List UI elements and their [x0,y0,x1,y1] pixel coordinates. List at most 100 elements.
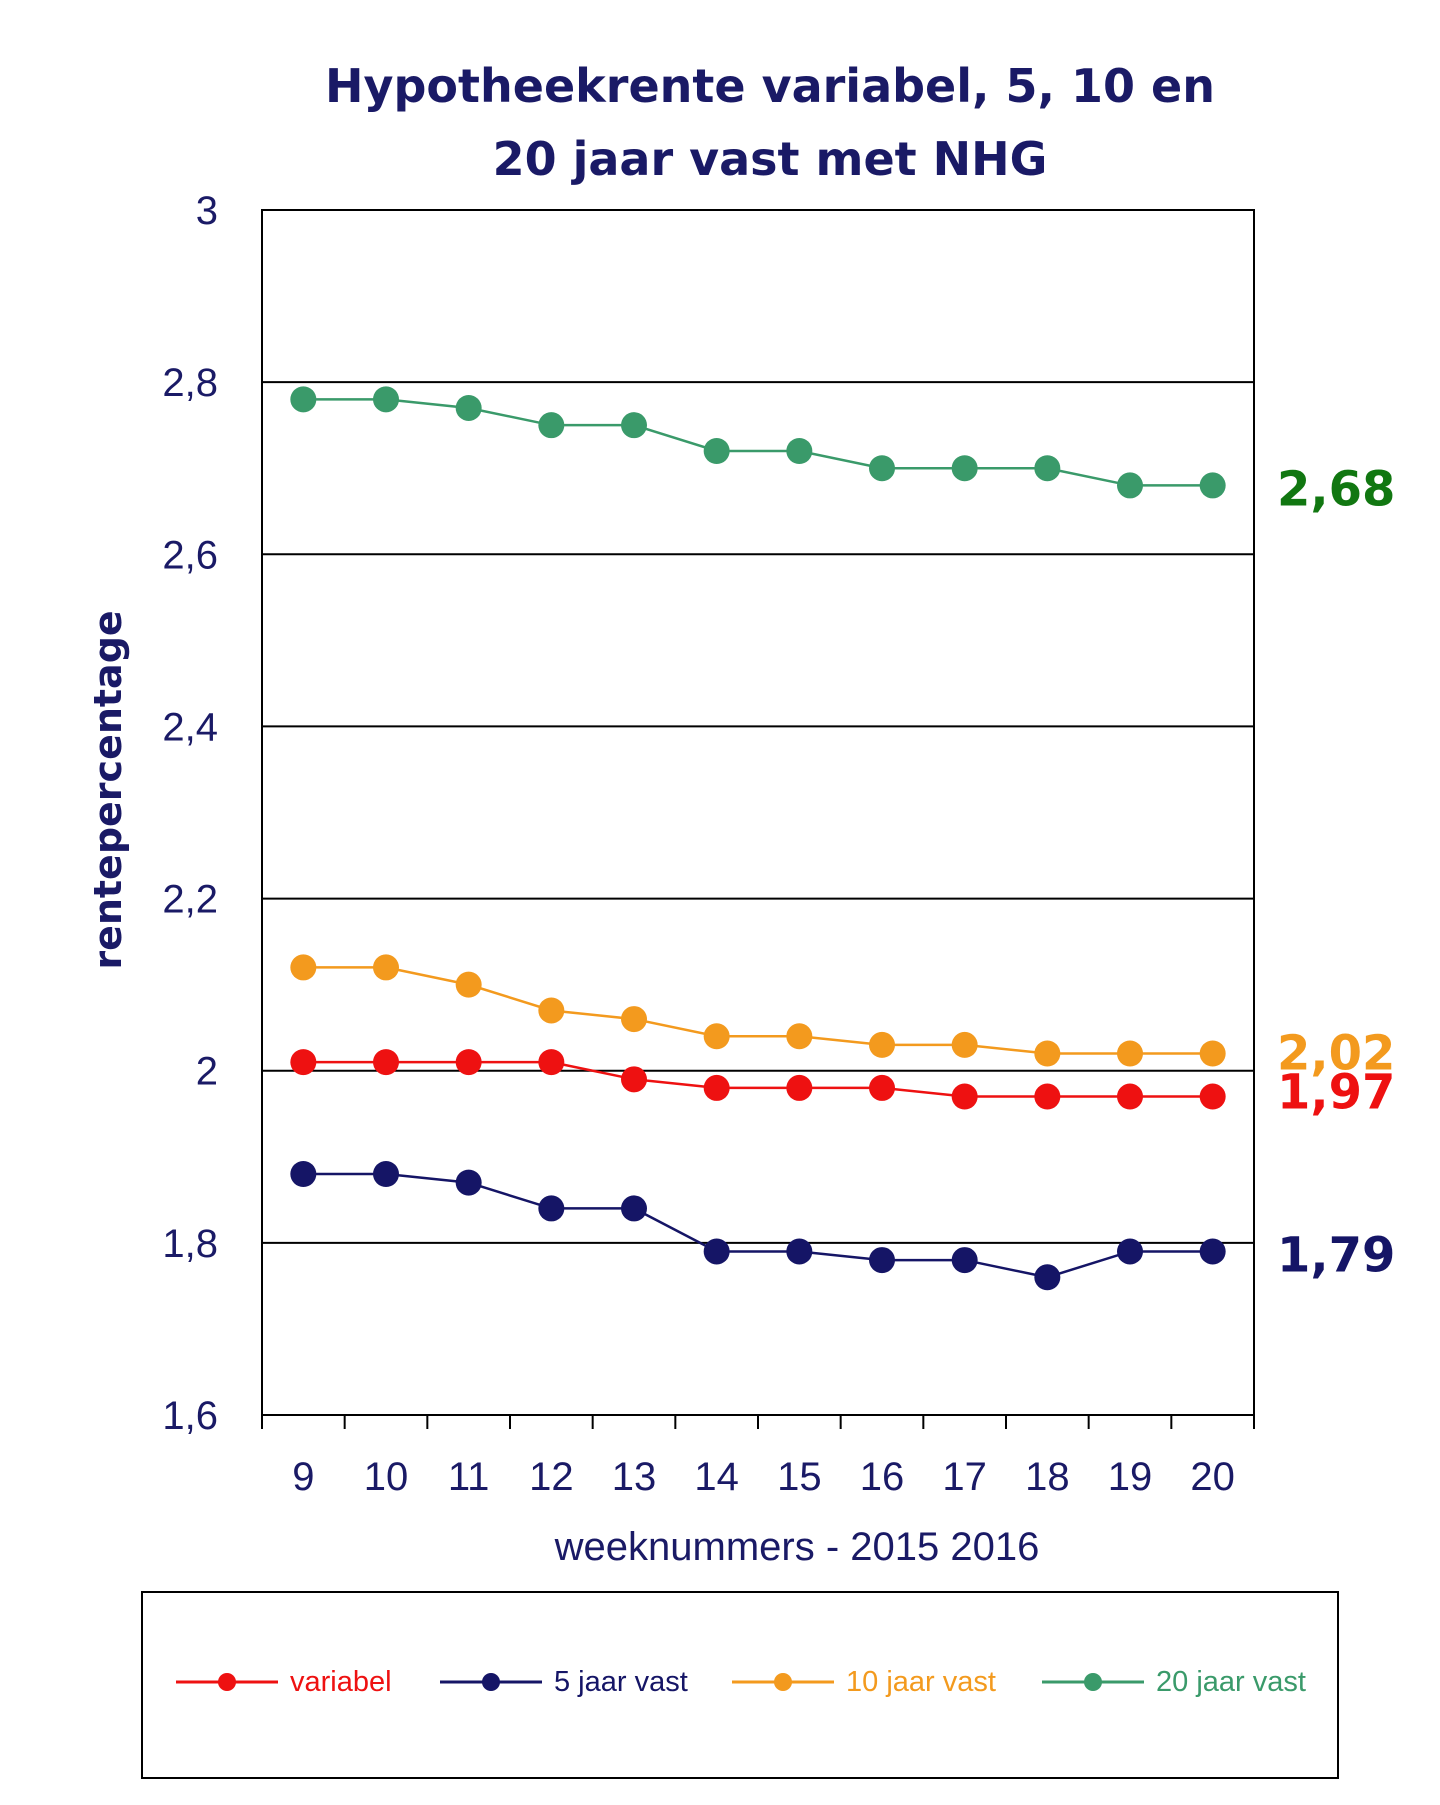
data-point [1117,1083,1143,1110]
x-tick-label: 20 [1190,1455,1235,1499]
data-point [1199,1083,1226,1110]
legend-item: 20 jaar vast [1042,1666,1306,1698]
legend-label: variabel [290,1666,392,1698]
data-point [373,1049,399,1076]
data-point [951,1031,978,1058]
series-2 [290,954,1226,1067]
data-point [1034,1040,1061,1067]
y-tick-label: 1,8 [162,1222,218,1266]
legend-marker [482,1673,500,1691]
data-point [455,1049,482,1076]
data-point [621,1066,647,1093]
data-point [786,1074,813,1101]
legend-label: 10 jaar vast [846,1666,996,1698]
data-point [786,1238,813,1265]
data-point [1117,1238,1143,1265]
x-axis: 9 10 11 12 13 14 15 16 17 18 19 20 [261,1415,1255,1499]
data-point [455,394,482,421]
legend-item: 5 jaar vast [440,1666,688,1698]
chart-title-line-2: 20 jaar vast met NHG [493,132,1048,186]
data-point [1117,1040,1143,1067]
series-line [303,966,1213,1055]
data-point [1199,1040,1226,1067]
x-tick-label: 17 [942,1455,987,1499]
grid [262,381,1254,1244]
x-tick-label: 13 [612,1455,657,1499]
data-point [703,1023,730,1050]
data-point [621,1195,647,1222]
y-axis: 1,6 1,8 2 2,2 2,4 2,6 2,8 3 [162,189,218,1438]
data-point [703,1074,730,1101]
chart-title-line-1: Hypotheekrente variabel, 5, 10 en [325,59,1215,113]
data-point [703,438,730,464]
y-tick-label: 2,4 [162,705,218,749]
end-label-3: 2,68 [1277,461,1395,517]
data-point [1034,455,1061,482]
data-point [538,1049,565,1076]
data-point [621,412,647,439]
end-label-0: 1,97 [1277,1065,1395,1121]
data-point [786,1023,813,1050]
data-point [538,412,565,439]
series-line [303,1060,1213,1098]
data-point [951,1247,978,1274]
data-point [373,954,399,981]
legend-label: 5 jaar vast [554,1666,688,1698]
data-point [538,1195,565,1222]
data-point [290,386,317,413]
data-point [621,1006,647,1033]
data-point [951,455,978,482]
end-label-2: 2,02 [1277,1026,1395,1082]
legend-box [141,1591,1339,1779]
data-point [1034,1264,1061,1291]
x-tick-label: 10 [364,1455,409,1499]
x-tick-label: 14 [694,1455,739,1499]
x-tick-label: 15 [777,1455,822,1499]
data-point [290,954,317,981]
legend: variabel 5 jaar vast 10 jaar vast 20 jaar v… [176,1666,1306,1698]
y-tick-label: 2 [196,1050,218,1094]
data-point [538,997,565,1024]
series-1 [290,1161,1226,1291]
data-point [455,971,482,998]
legend-item: variabel [176,1666,392,1698]
end-labels: 1,97 1,79 2,02 2,68 [1277,461,1395,1283]
y-tick-label: 2,2 [162,878,218,922]
legend-marker [774,1673,792,1691]
data-point [290,1161,317,1187]
series-group [290,386,1226,1291]
data-point [869,1074,895,1101]
data-point [373,1161,399,1187]
x-tick-label: 19 [1108,1455,1153,1499]
series-0 [290,1049,1226,1110]
data-point [869,455,895,482]
legend-item: 10 jaar vast [732,1666,996,1698]
data-point [951,1083,978,1110]
plot-area [261,209,1255,1416]
y-tick-label: 2,8 [162,361,218,405]
data-point [1199,472,1226,499]
data-point [869,1031,895,1058]
x-tick-label: 18 [1025,1455,1070,1499]
data-point [455,1169,482,1196]
x-tick-label: 9 [292,1455,314,1499]
y-tick-label: 1,6 [162,1394,218,1438]
series-line [303,398,1213,487]
y-tick-label: 3 [196,189,218,233]
x-tick-label: 11 [448,1455,490,1499]
data-point [703,1238,730,1265]
data-point [1034,1083,1061,1110]
legend-marker [218,1673,236,1691]
x-tick-label: 12 [529,1455,574,1499]
data-point [1117,472,1143,499]
data-point [869,1247,895,1274]
series-line [303,1172,1213,1279]
data-point [1199,1238,1226,1265]
y-tick-label: 2,6 [162,533,218,577]
data-point [290,1049,317,1076]
x-axis-label: weeknummers - 2015 2016 [554,1525,1040,1569]
data-point [373,386,399,413]
y-axis-label: rentepercentage [86,610,130,969]
series-3 [290,386,1226,499]
